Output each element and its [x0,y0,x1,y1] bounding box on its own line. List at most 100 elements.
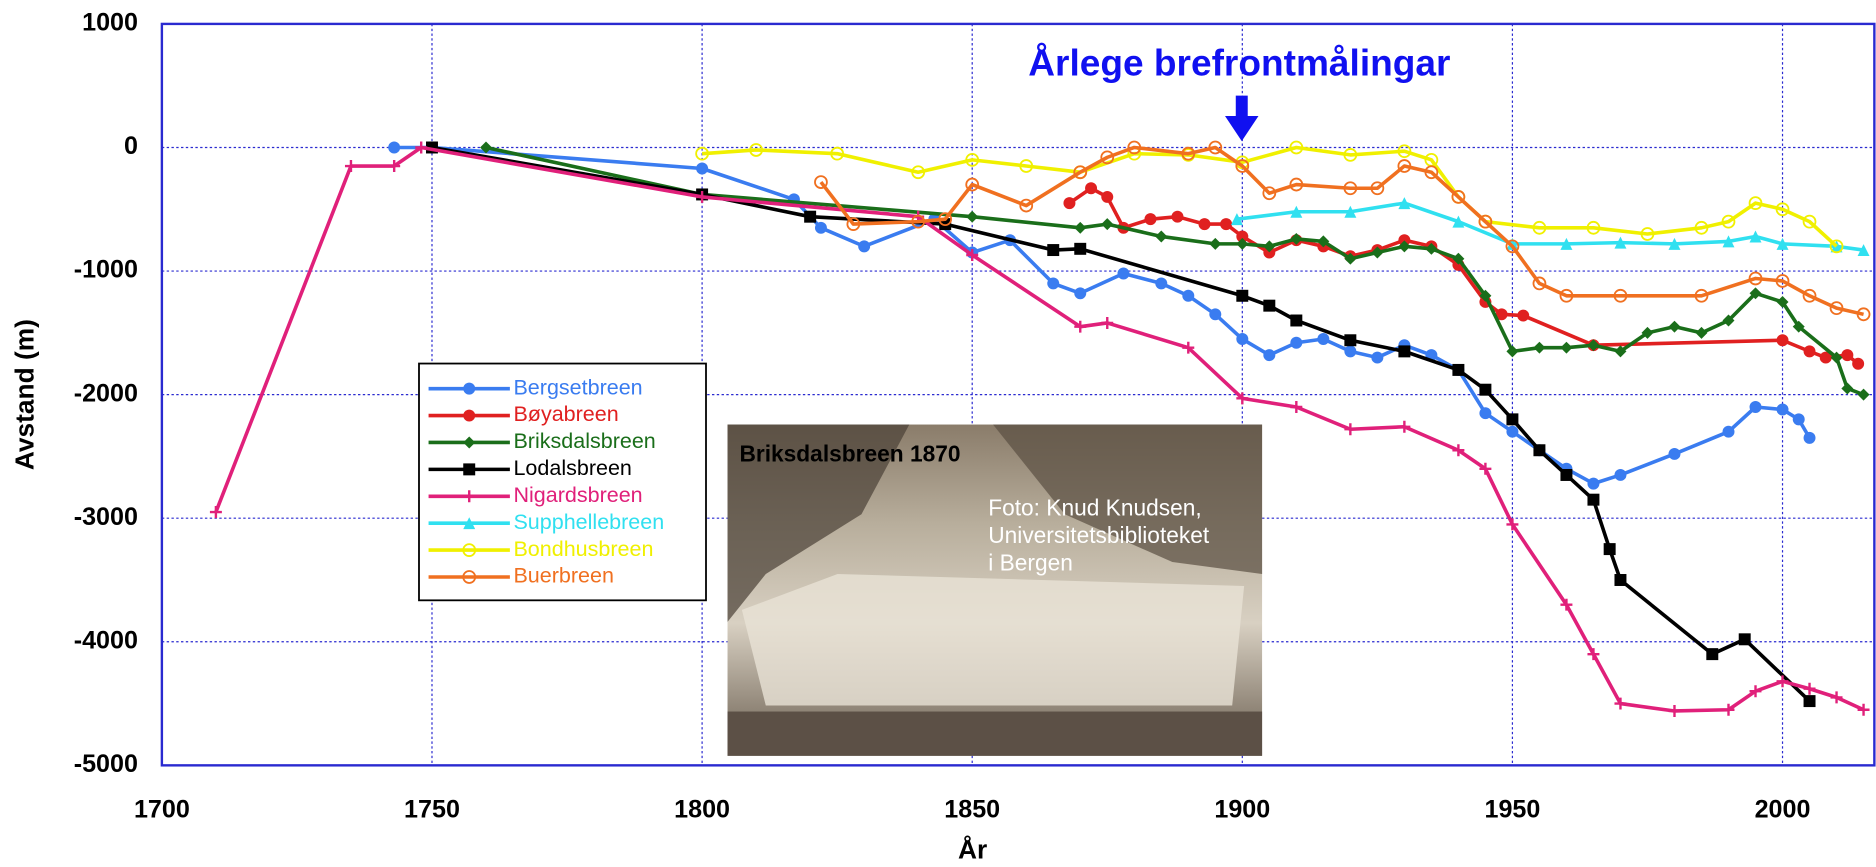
marker [1398,345,1410,357]
marker [1841,382,1853,394]
marker [1344,334,1356,346]
marker [1723,426,1735,438]
photo-title: Briksdalsbreen 1870 [739,441,960,467]
marker [1290,315,1302,327]
marker [1669,705,1681,717]
x-tick-label: 1850 [944,795,1000,823]
marker [1560,469,1572,481]
series-line [486,147,1864,394]
legend-label: Lodalsbreen [513,456,631,480]
marker [1739,633,1751,645]
annotation: Årlege brefrontmålingar [1028,42,1450,84]
marker [1479,384,1491,396]
marker [1777,334,1789,346]
y-tick-label: -1000 [74,256,138,284]
marker [1669,321,1681,333]
x-tick-label: 1700 [134,795,190,823]
marker [1517,310,1529,322]
series [696,142,1842,253]
y-tick-label: -4000 [74,626,138,654]
marker [1063,197,1075,209]
marker [1804,345,1816,357]
marker [1236,290,1248,302]
marker [1263,349,1275,361]
marker [1047,244,1059,256]
photo-ground [728,712,1263,756]
y-tick-label: 0 [124,132,138,160]
y-tick-label: -5000 [74,750,138,778]
marker [1506,426,1518,438]
marker [1831,691,1843,703]
x-tick-label: 1750 [404,795,460,823]
y-tick-label: -3000 [74,503,138,531]
photo-inset: Briksdalsbreen 1870 Foto: Knud Knudsen, … [728,425,1263,756]
marker [1074,222,1086,234]
marker [1696,327,1708,339]
x-axis-label: År [958,834,987,864]
marker [804,211,816,223]
marker [1777,403,1789,415]
legend-label: Nigardsbreen [513,483,642,507]
marker [1706,648,1718,660]
marker [1290,401,1302,413]
legend-label: Bondhusbreen [513,537,653,561]
marker [1209,308,1221,320]
marker [966,211,978,223]
marker [210,506,222,518]
legend-label: Briksdalsbreen [513,429,655,453]
marker [1858,704,1870,716]
marker [1533,444,1545,456]
x-tick-label: 1950 [1484,795,1540,823]
marker [1263,300,1275,312]
series-line [702,147,1836,246]
marker [1750,401,1762,413]
marker [1344,423,1356,435]
marker [1117,268,1129,280]
marker [1852,358,1864,370]
marker [1344,345,1356,357]
legend-label: Bergsetbreen [513,375,642,399]
marker [1479,407,1491,419]
marker [1858,389,1870,401]
marker [1220,218,1232,230]
photo-credit: i Bergen [988,549,1073,575]
chart: 10000-1000-2000-3000-4000-50001700175018… [0,0,1876,867]
marker [1172,211,1184,223]
y-tick-label: 1000 [82,9,138,37]
marker [1804,683,1816,695]
marker [1614,574,1626,586]
marker [1506,345,1518,357]
marker [463,383,475,395]
marker [1290,337,1302,349]
marker [1144,213,1156,225]
marker [1371,352,1383,364]
legend: Bergsetbreen Bøyabreen Briksdalsbreen Lodal… [419,364,706,601]
marker [388,142,400,154]
marker [1236,333,1248,345]
marker [463,410,475,422]
marker [345,160,357,172]
marker [815,222,827,234]
marker [463,463,475,475]
marker [1155,277,1167,289]
x-tick-label: 1900 [1214,795,1270,823]
legend-label: Supphellebreen [513,510,664,534]
marker [1398,421,1410,433]
marker [1614,469,1626,481]
x-tick-label: 2000 [1755,795,1811,823]
marker [1101,317,1113,329]
marker [1155,230,1167,242]
photo-glacier [742,574,1244,706]
photo-credit: Universitetsbiblioteket [988,522,1210,548]
marker [1085,182,1097,194]
marker [1101,191,1113,203]
legend-label: Buerbreen [513,564,613,588]
marker [1199,218,1211,230]
marker [1587,494,1599,506]
marker [1604,543,1616,555]
marker [1182,290,1194,302]
legend-label: Bøyabreen [513,402,618,426]
marker [1317,333,1329,345]
marker [1209,238,1221,250]
marker [1506,413,1518,425]
